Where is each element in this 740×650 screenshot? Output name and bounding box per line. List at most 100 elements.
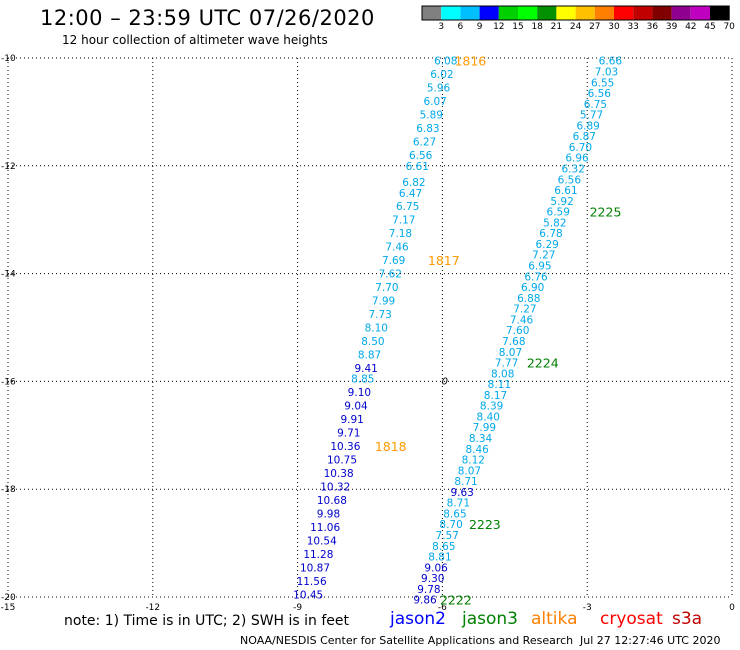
wave-height-value: 10.87	[300, 562, 330, 574]
footer-note: note: 1) Time is in UTC; 2) SWH is in fe…	[64, 613, 350, 629]
y-tick-label: -10	[1, 54, 16, 64]
wave-height-value: 6.75	[584, 99, 607, 111]
satellite-legend-cryosat: cryosat	[600, 609, 663, 629]
pass-time-label: 2224	[527, 356, 559, 371]
satellite-legend-jason2: jason2	[390, 609, 446, 629]
wave-height-value: 9.91	[340, 414, 363, 426]
wave-height-value: 11.28	[303, 549, 333, 561]
wave-height-value: 6.61	[406, 161, 429, 173]
wave-height-value: 7.27	[532, 250, 555, 262]
colorbar-swatch	[460, 6, 480, 20]
x-tick-label: -15	[1, 603, 16, 613]
wave-height-value: 9.41	[354, 363, 377, 375]
wave-height-value: 7.18	[389, 228, 412, 240]
wave-height-value: 6.88	[517, 293, 540, 305]
generation-timestamp: Jul 27 12:27:46 UTC 2020	[580, 634, 721, 647]
wave-height-value: 6.90	[521, 282, 544, 294]
wave-height-value: 8.34	[469, 433, 493, 445]
satellite-legend-s3a: s3a	[672, 609, 703, 629]
colorbar-swatch	[594, 6, 614, 20]
wave-height-value: 8.07	[499, 347, 522, 359]
y-tick-label: -14	[1, 270, 16, 280]
x-tick-label: -3	[583, 603, 592, 613]
pass-time-label: 2222	[440, 593, 472, 608]
wave-height-value: 7.69	[382, 255, 405, 267]
colorbar-label: 15	[512, 22, 524, 32]
satellite-legend-jason3: jason3	[462, 609, 518, 629]
wave-height-value: 9.78	[417, 584, 440, 596]
colorbar-swatch	[710, 6, 730, 20]
wave-height-value: 11.06	[310, 522, 340, 534]
wave-height-value: 6.83	[416, 123, 439, 135]
wave-height-value: 6.27	[413, 137, 436, 149]
wave-height-value: 10.68	[317, 495, 347, 507]
wave-height-value: 8.71	[454, 476, 477, 488]
colorbar-label: 70	[723, 22, 735, 32]
chart-title: 12:00 – 23:59 UTC 07/26/2020	[40, 6, 375, 30]
wave-height-value: 6.75	[396, 201, 419, 213]
wave-height-value: 8.40	[477, 411, 500, 423]
wave-height-value: 8.10	[365, 323, 388, 335]
wave-height-value: 6.66	[599, 56, 623, 68]
wave-height-value: 5.92	[550, 196, 573, 208]
wave-height-value: 5.82	[543, 217, 566, 229]
wave-height-value: 6.95	[528, 261, 551, 273]
colorbar-swatch	[422, 6, 442, 20]
wave-height-value: 6.08	[434, 56, 457, 68]
wave-height-value: 8.11	[488, 379, 511, 391]
wave-height-value: 8.39	[480, 401, 503, 413]
wave-height-value: 8.17	[484, 390, 507, 402]
wave-height-value: 7.99	[372, 296, 395, 308]
wave-height-value: 11.56	[297, 576, 327, 588]
colorbar-swatch	[498, 6, 518, 20]
wave-height-value: 6.76	[524, 271, 548, 283]
wave-height-value: 5.96	[427, 83, 451, 95]
track-marker: 0	[442, 376, 448, 387]
pass-time-label: 1818	[375, 439, 407, 454]
satellite-legend-altika: altika	[531, 609, 578, 629]
colorbar-swatch	[614, 6, 634, 20]
wave-height-value: 10.36	[330, 441, 360, 453]
wave-height-value: 8.65	[443, 508, 466, 520]
wave-height-value: 7.99	[473, 422, 496, 434]
y-tick-label: -20	[1, 593, 16, 603]
wave-height-value: 7.27	[513, 304, 536, 316]
colorbar-label: 30	[608, 22, 620, 32]
colorbar-swatch	[518, 6, 538, 20]
wave-height-value: 7.77	[495, 358, 518, 370]
wave-height-value: 6.78	[539, 228, 562, 240]
wave-height-value: 7.46	[510, 314, 534, 326]
wave-height-value: 8.85	[351, 374, 374, 386]
colorbar-swatch	[441, 6, 461, 20]
pass-time-label: 1816	[454, 54, 486, 69]
wave-height-value: 6.61	[554, 185, 577, 197]
pass-time-label: 2223	[469, 517, 501, 532]
wave-height-value: 7.57	[436, 530, 459, 542]
colorbar-swatch	[633, 6, 653, 20]
wave-height-value: 6.82	[402, 177, 425, 189]
wave-height-value: 7.73	[368, 309, 391, 321]
wave-height-value: 6.89	[576, 120, 599, 132]
wave-height-value: 6.47	[399, 188, 422, 200]
wave-height-value: 6.96	[565, 153, 589, 165]
y-tick-label: -16	[1, 377, 16, 387]
x-tick-label: -9	[293, 603, 302, 613]
wave-height-value: 9.30	[421, 573, 444, 585]
wave-height-value: 7.60	[506, 325, 529, 337]
wave-height-value: 7.68	[502, 336, 525, 348]
wave-height-value: 8.65	[432, 541, 455, 553]
colorbar-label: 39	[665, 22, 678, 32]
x-tick-label: -12	[145, 603, 160, 613]
wave-height-value: 8.07	[458, 465, 481, 477]
wave-height-value: 10.32	[320, 482, 350, 494]
colorbar-swatch	[575, 6, 595, 20]
wave-height-value: 10.54	[307, 535, 337, 547]
wave-height-value: 9.86	[413, 595, 437, 607]
wave-height-value: 9.06	[424, 562, 448, 574]
wave-height-value: 8.70	[439, 519, 462, 531]
colorbar-label: 21	[550, 22, 563, 32]
wave-height-value: 10.45	[293, 589, 323, 601]
colorbar-swatch	[671, 6, 691, 20]
wave-height-value: 8.46	[465, 444, 489, 456]
